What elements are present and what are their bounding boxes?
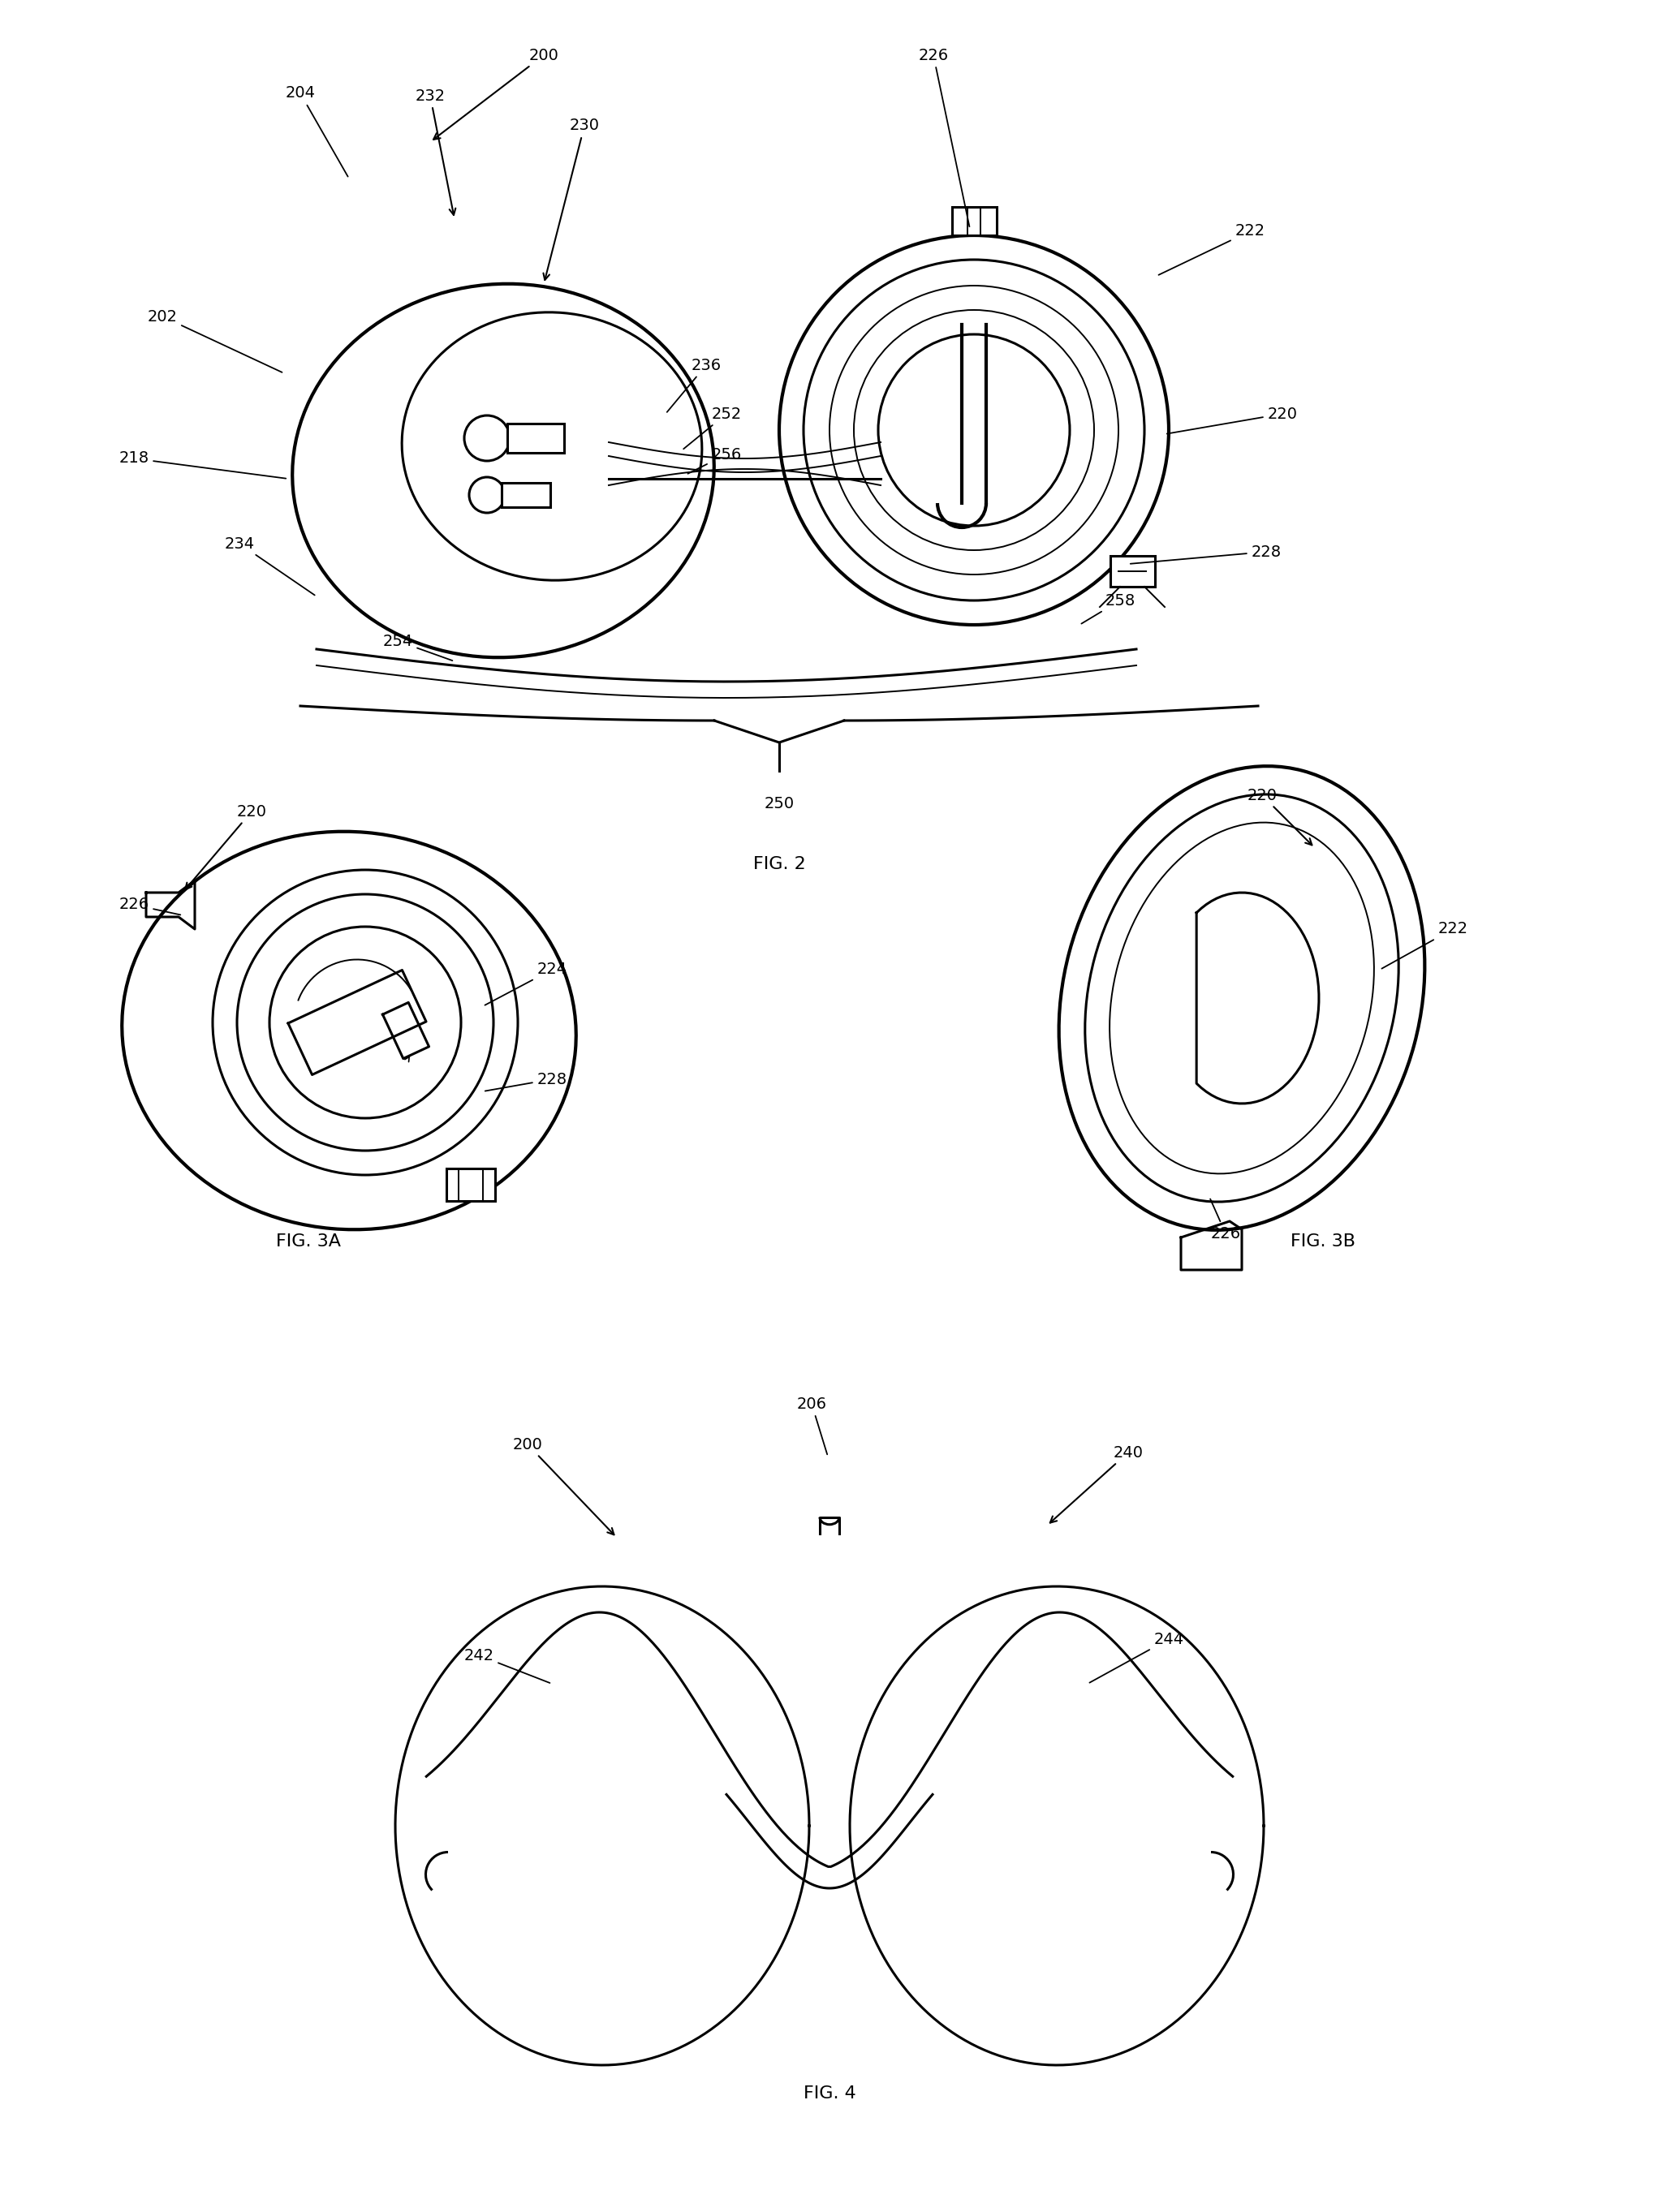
Text: 206: 206 (796, 1396, 828, 1453)
Text: 200: 200 (513, 1436, 614, 1535)
Text: 220: 220 (186, 803, 267, 889)
Text: 226: 226 (919, 46, 969, 226)
Text: 256: 256 (688, 447, 742, 473)
Text: 254: 254 (383, 633, 453, 661)
Text: 228: 228 (484, 1071, 567, 1091)
Text: 222: 222 (1158, 223, 1266, 274)
Text: 232: 232 (415, 88, 456, 215)
Bar (501, 482, 551, 507)
Text: 204: 204 (285, 86, 348, 177)
Text: 226: 226 (119, 898, 181, 916)
Text: 228: 228 (1130, 544, 1281, 564)
Text: 230: 230 (544, 117, 599, 281)
Text: 222: 222 (1382, 922, 1468, 969)
Text: 224: 224 (484, 962, 567, 1004)
Text: FIG. 3A: FIG. 3A (275, 1234, 340, 1250)
Text: 236: 236 (667, 358, 722, 411)
Text: 250: 250 (765, 796, 795, 812)
Text: 252: 252 (684, 407, 742, 449)
Text: 200: 200 (433, 46, 559, 139)
Text: 226: 226 (1211, 1199, 1241, 1241)
Text: 258: 258 (1082, 593, 1135, 624)
Bar (1110, 555, 1155, 586)
Text: 202: 202 (148, 310, 282, 372)
Text: 220: 220 (1248, 787, 1312, 845)
Text: 242: 242 (465, 1648, 549, 1683)
Text: 234: 234 (224, 535, 315, 595)
Text: FIG. 2: FIG. 2 (753, 856, 806, 872)
Bar (446, 1168, 494, 1201)
Text: 244: 244 (1090, 1632, 1185, 1683)
Text: FIG. 4: FIG. 4 (803, 2086, 856, 2101)
Text: 220: 220 (1166, 407, 1297, 434)
Text: FIG. 3B: FIG. 3B (1291, 1234, 1355, 1250)
Bar (952, 208, 997, 234)
Text: 240: 240 (1050, 1444, 1143, 1522)
Text: 218: 218 (119, 451, 285, 478)
Bar (508, 422, 564, 453)
